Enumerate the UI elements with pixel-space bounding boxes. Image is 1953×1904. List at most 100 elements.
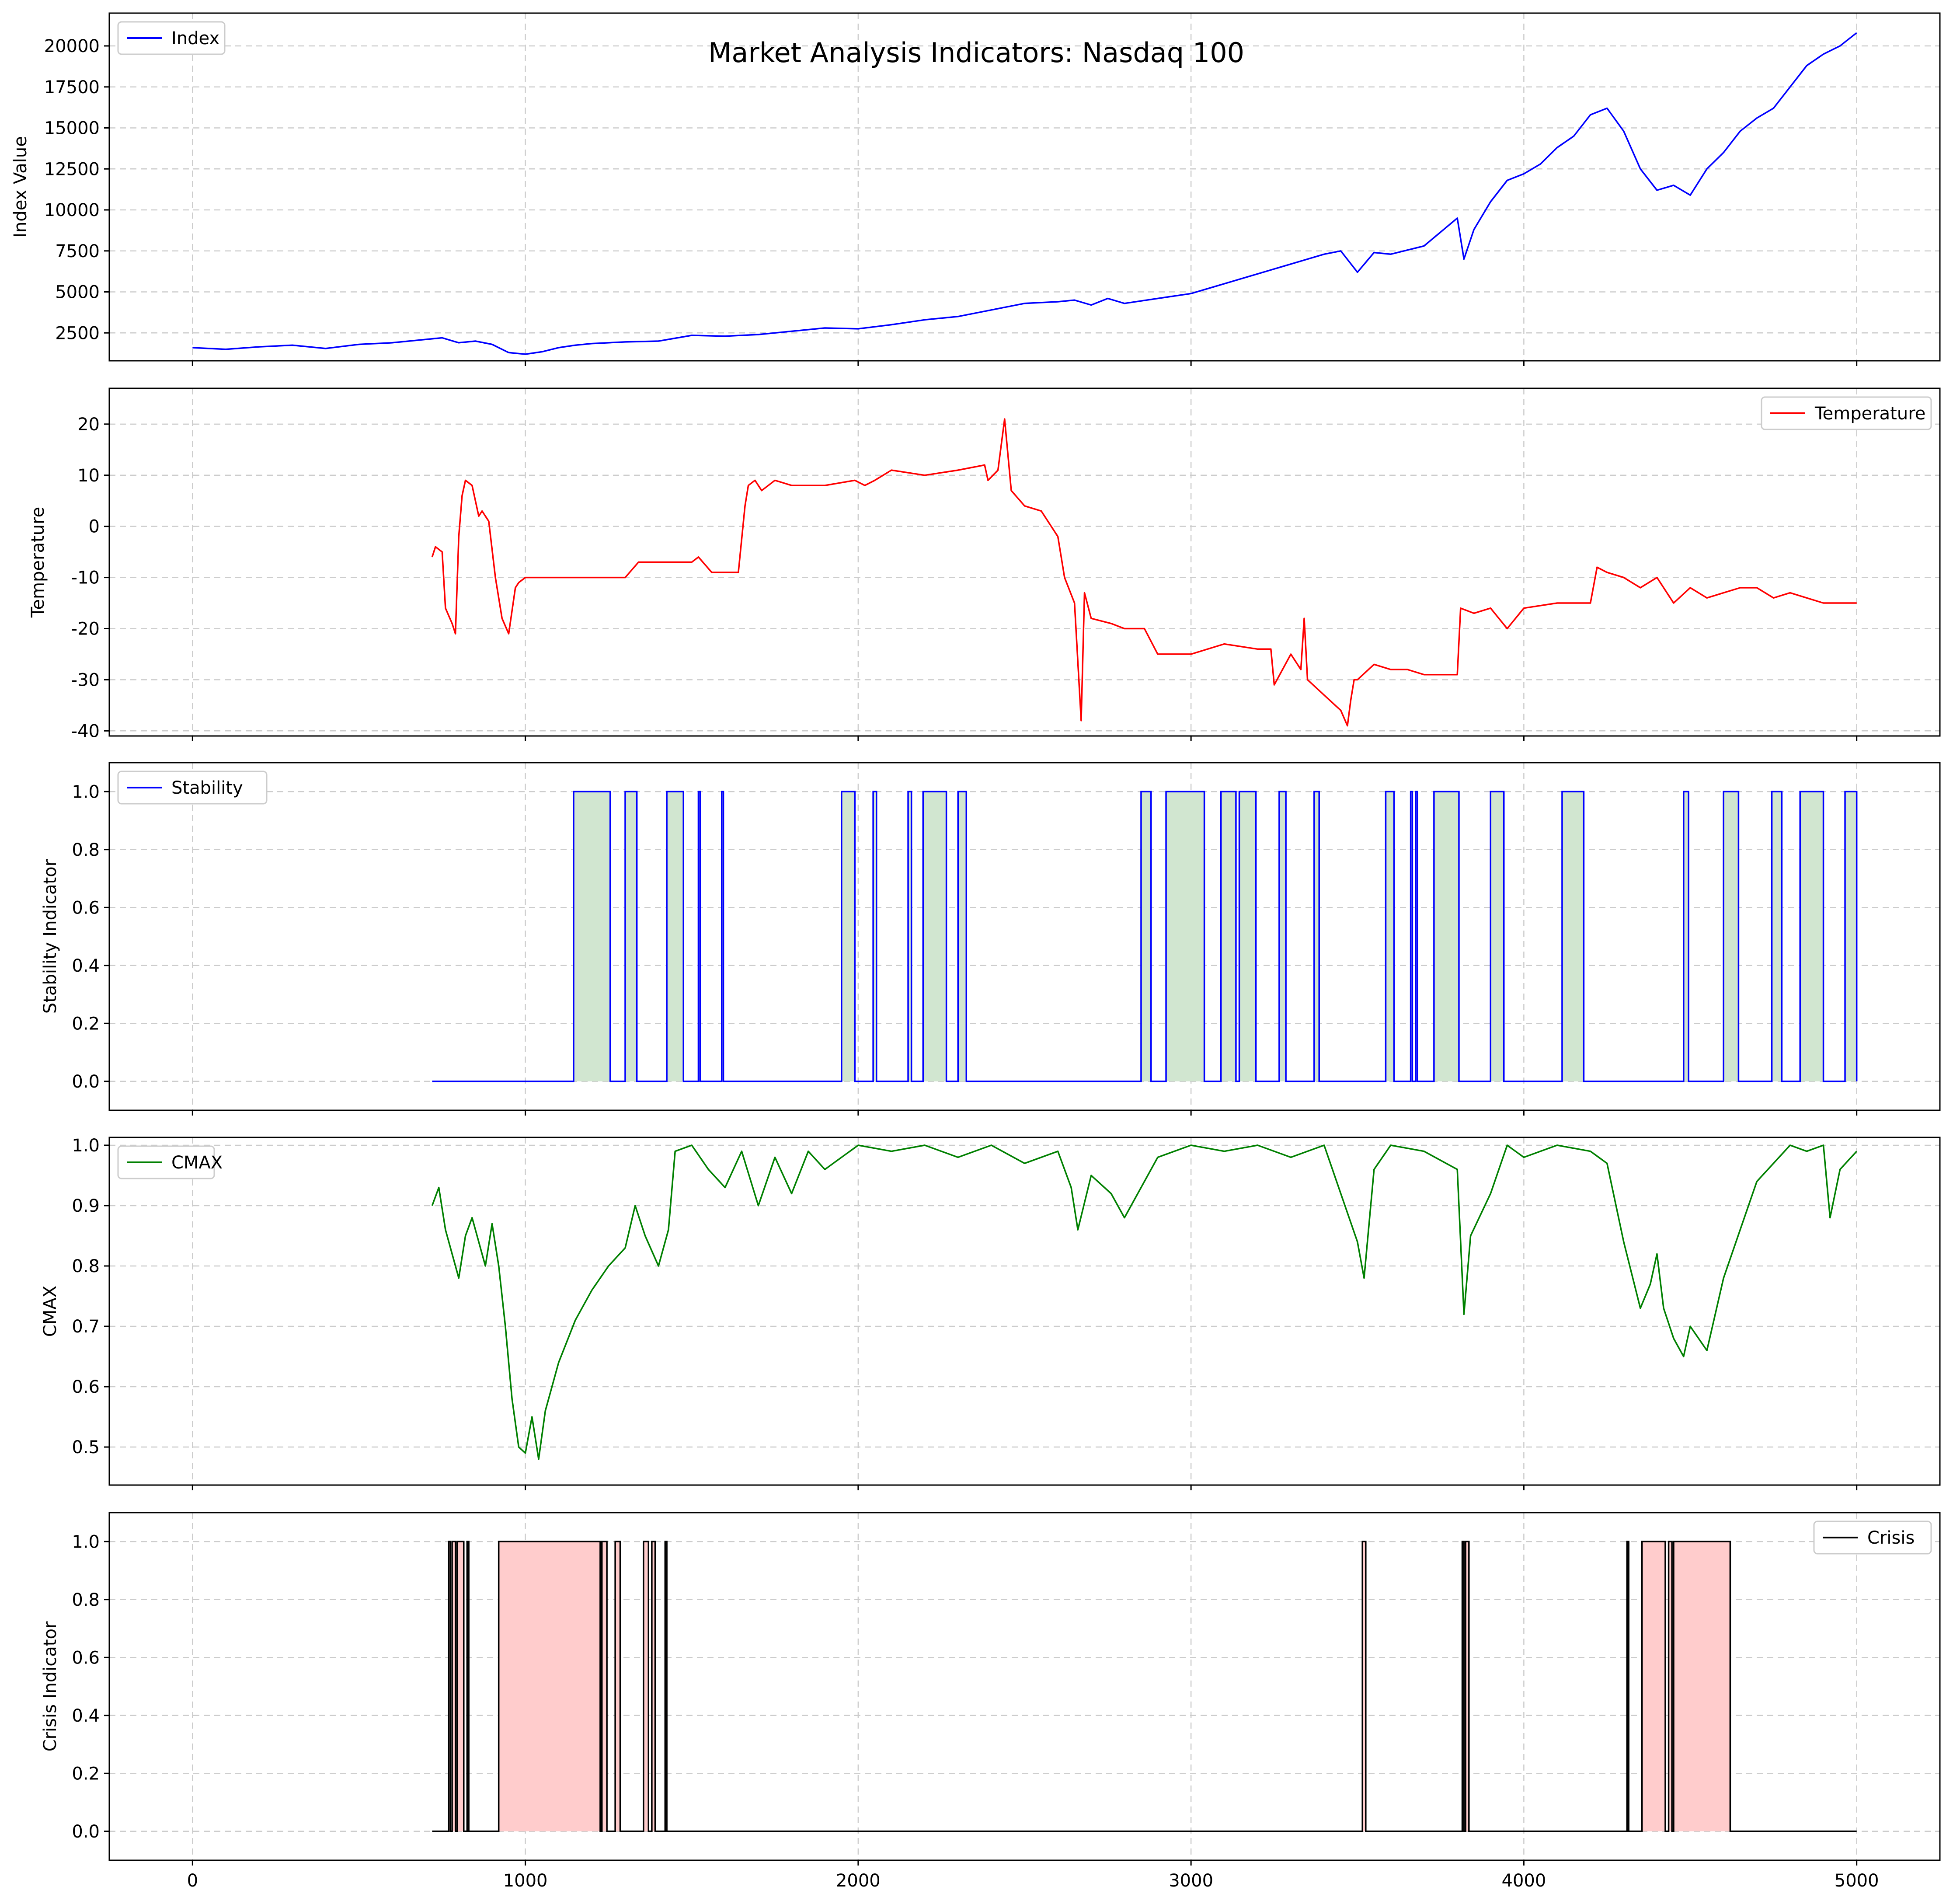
legend-frame — [1761, 396, 1932, 430]
active-region-stability — [1410, 792, 1413, 1081]
y-tick-label: 10 — [77, 466, 100, 486]
active-region-crisis — [1462, 1541, 1464, 1831]
y-tick-label: 1.0 — [72, 1532, 100, 1552]
y-axis-label: Temperature — [28, 507, 48, 618]
axes-frame — [108, 1512, 1941, 1861]
active-region-stability — [1386, 792, 1394, 1081]
active-region-crisis — [1627, 1541, 1629, 1831]
active-region-crisis — [498, 1541, 600, 1831]
plot-area — [432, 791, 1858, 1082]
x-tick-label: 4000 — [1502, 1871, 1546, 1891]
legend-frame — [117, 21, 226, 55]
series-line-index — [192, 32, 1857, 355]
plot-area — [192, 32, 1857, 355]
active-region-crisis — [452, 1541, 456, 1831]
y-tick-label: 20000 — [44, 36, 100, 56]
active-region-crisis — [1466, 1541, 1469, 1831]
y-tick-label: 0.0 — [72, 1072, 100, 1092]
plot-area — [432, 1541, 1857, 1832]
legend-frame — [117, 1145, 215, 1179]
series-line-crisis — [432, 1541, 1857, 1832]
y-tick-label: 0.6 — [72, 1377, 100, 1397]
panel-index: 2500 5000 7500 10000 12500 15000 17500 20000 Ind… — [10, 12, 1941, 366]
active-region-stability — [958, 792, 967, 1081]
y-tick-label: 20 — [77, 415, 100, 435]
y-axis-label: Stability Indicator — [40, 859, 60, 1014]
active-region-stability — [1683, 792, 1689, 1081]
active-region-stability — [1141, 792, 1151, 1081]
active-region-stability — [1221, 792, 1236, 1081]
axes-frame — [108, 1137, 1941, 1486]
y-tick-label: 10000 — [44, 200, 100, 220]
panel-crisis: 0.0 0.2 0.4 0.6 0.8 1.0 0 1000 2000 3000 4000 5000 C… — [40, 1512, 1941, 1891]
axes-frame — [108, 12, 1941, 362]
active-region-stability — [721, 792, 724, 1081]
legend: CMAX — [117, 1145, 223, 1179]
active-region-stability — [1279, 792, 1286, 1081]
active-region-stability — [873, 792, 877, 1081]
y-tick-label: -40 — [71, 721, 100, 741]
y-tick-label: 0.8 — [72, 1256, 100, 1276]
active-region-crisis — [1673, 1541, 1730, 1831]
legend: Crisis — [1813, 1520, 1932, 1555]
y-axis-label: Crisis Indicator — [40, 1621, 60, 1751]
legend-label: Crisis — [1867, 1528, 1915, 1548]
active-region-crisis — [651, 1541, 655, 1831]
y-tick-label: 1.0 — [72, 1136, 100, 1156]
legend-frame — [117, 771, 268, 805]
active-region-stability — [841, 792, 855, 1081]
y-tick-label: 7500 — [55, 241, 100, 262]
y-tick-label: 0.6 — [72, 898, 100, 918]
y-tick-label: -30 — [71, 670, 100, 690]
legend-label: Stability — [171, 778, 243, 798]
active-region-stability — [1562, 792, 1584, 1081]
active-region-crisis — [643, 1541, 649, 1831]
y-axis-label: CMAX — [40, 1286, 60, 1337]
legend: Temperature — [1761, 396, 1932, 430]
x-tick-label: 2000 — [836, 1871, 881, 1891]
chart-title: Market Analysis Indicators: Nasdaq 100 — [708, 37, 1244, 69]
active-region-stability — [1800, 792, 1824, 1081]
active-region-crisis — [457, 1541, 464, 1831]
active-region-crisis — [1642, 1541, 1665, 1831]
series-line-cmax — [431, 1144, 1857, 1460]
active-region-stability — [1490, 792, 1504, 1081]
plot-area — [431, 1144, 1857, 1460]
active-region-crisis — [449, 1541, 451, 1831]
y-tick-label: 17500 — [44, 77, 100, 98]
y-tick-label: 15000 — [44, 119, 100, 139]
active-region-stability — [1845, 792, 1857, 1081]
active-region-crisis — [1668, 1541, 1672, 1831]
legend-label: CMAX — [171, 1153, 223, 1173]
panel-cmax: 0.5 0.6 0.7 0.8 0.9 1.0 CMAX CMAX — [40, 1136, 1941, 1490]
y-tick-label: 0.8 — [72, 1590, 100, 1610]
series-line-stability — [432, 791, 1858, 1082]
axes-frame — [108, 762, 1941, 1111]
y-tick-label: 0.7 — [72, 1317, 100, 1337]
legend-frame — [1813, 1520, 1932, 1555]
y-tick-label: 2500 — [55, 323, 100, 343]
legend: Index — [117, 21, 226, 55]
y-tick-label: 0.9 — [72, 1196, 100, 1216]
y-tick-label: 5000 — [55, 282, 100, 303]
active-region-stability — [923, 792, 947, 1081]
y-tick-label: 0.2 — [72, 1014, 100, 1034]
active-region-stability — [908, 792, 912, 1081]
active-region-stability — [573, 792, 610, 1081]
active-region-stability — [1314, 792, 1319, 1081]
active-region-crisis — [615, 1541, 620, 1831]
y-tick-label: 0.0 — [72, 1822, 100, 1842]
x-tick-label: 5000 — [1835, 1871, 1879, 1891]
active-region-crisis — [1362, 1541, 1366, 1831]
active-region-stability — [1434, 792, 1459, 1081]
active-region-stability — [1239, 792, 1256, 1081]
y-tick-label: 1.0 — [72, 782, 100, 802]
y-tick-label: 0 — [89, 517, 100, 537]
active-region-stability — [1772, 792, 1782, 1081]
panel-temperature: -40 -30 -20 -10 0 10 20 Temperature Temperature — [28, 387, 1941, 741]
y-tick-label: 0.4 — [72, 956, 100, 976]
x-tick-label: 0 — [187, 1871, 198, 1891]
y-axis-label: Index Value — [10, 136, 31, 238]
series-line-temperature — [431, 418, 1857, 727]
